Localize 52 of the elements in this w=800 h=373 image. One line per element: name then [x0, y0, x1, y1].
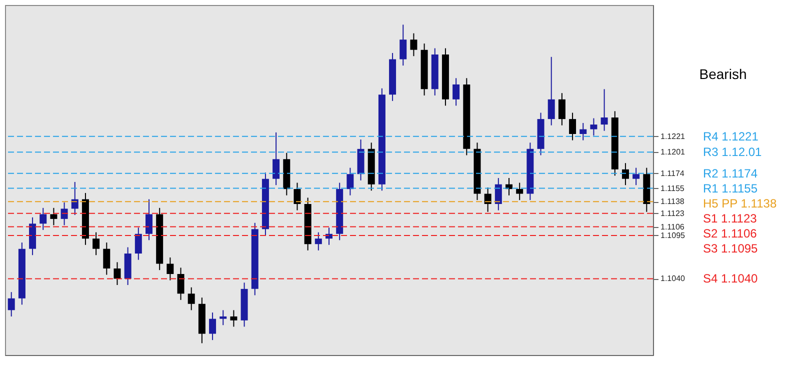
candlestick [220, 310, 227, 326]
ref-line-label: R4 1.1221 [703, 129, 759, 144]
candlestick [622, 162, 629, 186]
candlestick [209, 312, 216, 341]
candlestick [146, 198, 152, 241]
candlestick [400, 24, 407, 66]
candlestick [114, 262, 121, 286]
y-tick-label: 1.1201 [660, 148, 686, 157]
y-tick-label: 1.1174 [660, 168, 685, 178]
y-tick-label: 1.1138 [660, 197, 685, 206]
y-tick-label: 1.1155 [660, 184, 685, 193]
candlestick [516, 182, 524, 201]
ref-line-label: R3 1.12.01 [703, 145, 762, 160]
ref-line-label: S2 1.1106 [703, 226, 758, 240]
candlestick [272, 132, 280, 186]
candlestick [632, 167, 640, 186]
candlestick [188, 286, 195, 311]
ref-line-label: R1 1.1155 [703, 181, 758, 196]
text: Bearish [699, 66, 747, 82]
candlestick [590, 118, 598, 136]
candlestick [558, 92, 566, 126]
candlestick [314, 232, 322, 251]
y-tick-label: 1.1221 [660, 132, 686, 141]
candlestick [346, 167, 354, 196]
candlestick [92, 232, 100, 256]
ref-line-label: S3 1.1095 [703, 241, 758, 256]
candlestick [166, 256, 174, 281]
candlestick [580, 122, 587, 141]
candlestick [452, 78, 460, 106]
ref-line-label: H5 PP 1.1138 [703, 196, 777, 210]
y-tick-label: 1.1106 [660, 222, 685, 232]
candlestick [103, 242, 110, 276]
candlestick [40, 207, 47, 230]
candlestick [548, 56, 555, 126]
candlestick [294, 182, 301, 211]
candlestick [410, 32, 418, 57]
y-tick-label: 1.1040 [660, 274, 686, 284]
y-tick-label: 1.1123 [660, 208, 685, 218]
candlestick [484, 186, 492, 212]
ref-line-label: S4 1.1040 [703, 272, 758, 286]
candlestick [600, 88, 608, 132]
candlestick [230, 310, 238, 328]
candlestick [8, 292, 15, 317]
candlestick [494, 178, 502, 211]
candlestick [569, 112, 576, 141]
y-tick-label: 1.1095 [660, 230, 686, 240]
ref-line-label: S1 1.1123 [703, 211, 758, 226]
candlestick [177, 267, 184, 300]
ref-line-label: R2 1.1174 [703, 166, 758, 180]
candlestick [134, 227, 142, 260]
candlestick [50, 207, 58, 226]
candlestick [60, 202, 68, 226]
